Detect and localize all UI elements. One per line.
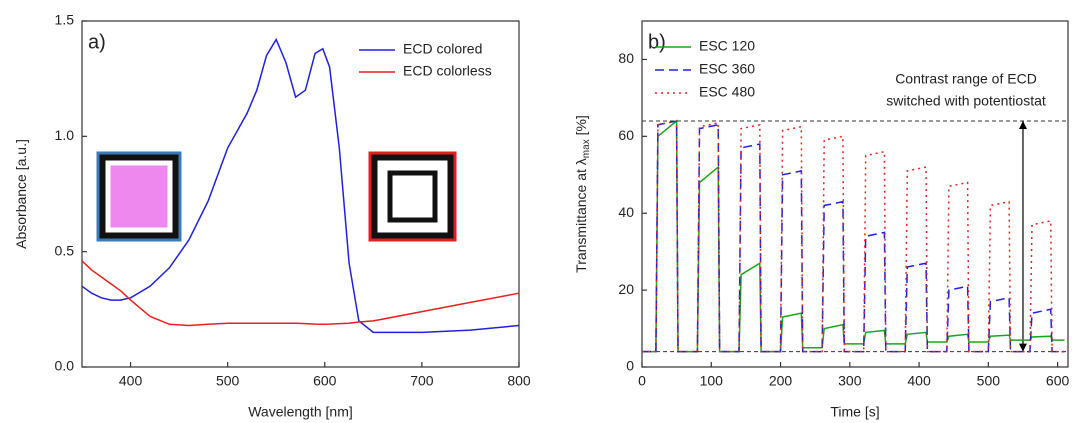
y-tick-label: 0 [626,358,634,374]
y-axis-label-part: max [581,139,592,158]
y-axis-label-part: Transmittance at λ [573,158,589,273]
x-tick-label: 200 [769,373,793,389]
x-tick-label: 600 [313,373,337,389]
y-tick-label: 40 [618,204,634,220]
x-tick-label: 0 [638,373,646,389]
series-line [82,261,519,326]
legend-label: ESC 360 [699,61,755,77]
legend-label: ESC 480 [699,84,755,100]
x-tick-label: 700 [410,373,434,389]
x-tick-label: 800 [507,373,531,389]
y-axis-label: Transmittance at λmax [%] [573,115,592,273]
y-tick-label: 1.5 [55,12,75,28]
panel-label: a) [88,31,106,53]
x-tick-label: 600 [1046,373,1070,389]
series-line [642,121,1065,352]
x-tick-label: 400 [907,373,931,389]
legend-label: ESC 120 [699,38,755,54]
legend-label: ECD colored [403,41,482,57]
y-tick-label: 0.5 [55,242,75,258]
x-tick-label: 300 [838,373,862,389]
figure: 4005006007008000.00.51.01.5Wavelength [n… [0,0,1077,423]
y-tick-label: 20 [618,281,634,297]
y-axis-label-part: [%] [573,115,589,139]
y-tick-label: 0.0 [55,358,75,374]
colorless-device-image [370,153,455,240]
annotation: Contrast range of ECD [895,71,1037,87]
y-axis-label-part: Absorbance [a.u.] [13,139,29,249]
y-tick-label: 80 [618,50,634,66]
x-axis-label: Time [s] [830,404,879,420]
x-tick-label: 400 [119,373,143,389]
x-tick-label: 500 [216,373,240,389]
y-tick-label: 1.0 [55,127,75,143]
legend-label: ECD colorless [403,63,492,79]
x-tick-label: 500 [977,373,1001,389]
colored-device-image [98,153,180,240]
x-tick-label: 100 [700,373,724,389]
series-line [642,121,1065,352]
x-axis-label: Wavelength [nm] [248,404,353,420]
y-tick-label: 60 [618,127,634,143]
panel-label: b) [648,31,666,53]
contrast-arrow [1019,121,1027,352]
annotation: switched with potentiostat [886,93,1046,109]
y-axis-label: Absorbance [a.u.] [13,139,29,249]
series-line [642,121,1065,352]
